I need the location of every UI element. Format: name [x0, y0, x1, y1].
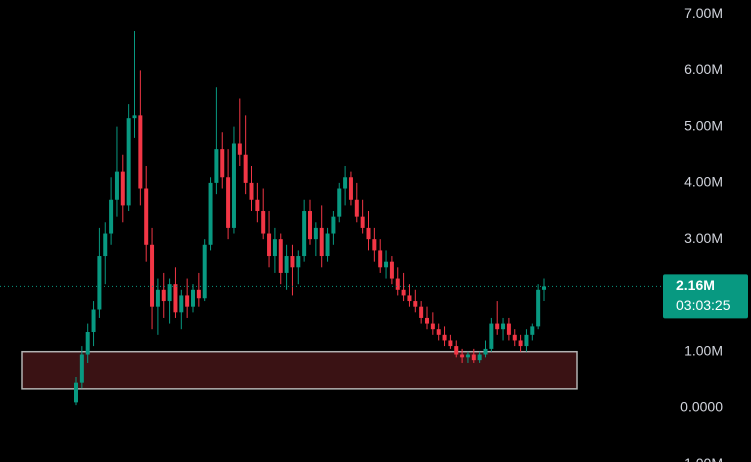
candle-body: [272, 239, 277, 257]
candle-body: [407, 295, 412, 302]
candle-body: [413, 301, 418, 307]
candle-body: [366, 227, 371, 240]
candle-body: [167, 284, 172, 302]
y-tick-label: 4.00M: [684, 174, 723, 190]
candle-body: [103, 233, 108, 257]
candle-body: [524, 334, 529, 347]
candle-body: [512, 334, 517, 341]
candle-body: [348, 177, 353, 200]
candle-body: [173, 284, 178, 313]
candle-body: [465, 354, 470, 358]
candle-body: [331, 216, 336, 234]
candle-body: [448, 340, 453, 347]
candle-body: [495, 323, 500, 330]
candle-body: [138, 115, 143, 189]
candle-body: [249, 182, 254, 200]
candle-body: [196, 289, 201, 299]
candle-body: [85, 332, 90, 355]
candle-body: [202, 244, 207, 299]
candle-body: [389, 261, 394, 279]
candle-body: [518, 340, 523, 347]
candle-body: [155, 289, 160, 307]
candle-body: [536, 289, 541, 327]
candle-body: [97, 256, 102, 310]
y-tick-label: 3.00M: [684, 230, 723, 246]
candle-body: [126, 118, 131, 206]
candle-body: [278, 239, 283, 273]
candle-body: [237, 143, 242, 155]
candle-body: [161, 289, 166, 302]
candle-body: [372, 239, 377, 251]
candle-body: [231, 143, 236, 228]
candle-body: [430, 323, 435, 330]
candle-body: [302, 211, 307, 257]
candle-body: [191, 289, 195, 307]
candle-body: [530, 326, 535, 335]
y-tick-label: 7.00M: [684, 5, 723, 21]
candle-body: [208, 182, 213, 245]
candle-body: [261, 211, 266, 234]
candle-body: [74, 382, 78, 403]
candle-body: [454, 346, 459, 355]
candle-body: [79, 354, 84, 383]
candle-body: [489, 323, 494, 349]
candle-body: [226, 177, 231, 228]
candle-body: [442, 334, 447, 341]
candle-body: [284, 256, 289, 273]
candle-body: [319, 227, 324, 257]
candle-body: [337, 188, 342, 217]
candle-body: [354, 199, 359, 217]
candle-body: [214, 149, 219, 183]
candle-body: [460, 354, 465, 358]
y-tick-label: -1.00M: [679, 455, 723, 462]
candle-body: [185, 295, 190, 307]
candle-body: [179, 295, 184, 313]
candle-body: [290, 256, 295, 268]
candle-body: [483, 348, 488, 355]
candle-body: [144, 188, 149, 245]
last-price-label: 2.16M: [676, 277, 715, 293]
last-price-box: [663, 274, 748, 319]
countdown: 03:03:25: [676, 297, 731, 313]
candle-body: [120, 171, 125, 206]
candle-body: [220, 149, 225, 178]
y-tick-label: 6.00M: [684, 61, 723, 77]
candle-body: [419, 306, 424, 318]
candle-body: [360, 216, 365, 228]
candle-body: [395, 278, 400, 290]
candle-body: [542, 286, 546, 290]
candle-body: [425, 317, 429, 324]
candle-body: [132, 115, 137, 119]
candle-body: [114, 171, 119, 200]
candle-body: [401, 289, 406, 296]
candle-body: [384, 261, 389, 268]
candle-body: [243, 154, 248, 183]
candle-body: [255, 199, 260, 212]
candle-body: [150, 244, 155, 307]
candle-body: [109, 199, 114, 234]
candle-body: [308, 211, 312, 240]
candle-body: [296, 256, 301, 268]
candle-body: [501, 323, 506, 330]
candle-body: [343, 177, 348, 189]
candle-body: [313, 227, 318, 240]
candle-body: [91, 309, 96, 333]
y-tick-label: 1.00M: [684, 342, 723, 358]
candle-body: [267, 233, 272, 257]
zone-box: [21, 350, 578, 390]
candle-body: [471, 354, 476, 361]
y-tick-label: 5.00M: [684, 117, 723, 133]
candle-body: [378, 250, 383, 268]
candle-body: [477, 354, 482, 361]
candle-body: [325, 233, 330, 257]
candle-body: [436, 329, 441, 335]
candle-body: [506, 323, 511, 335]
y-tick-label: 0.0000: [680, 399, 723, 415]
